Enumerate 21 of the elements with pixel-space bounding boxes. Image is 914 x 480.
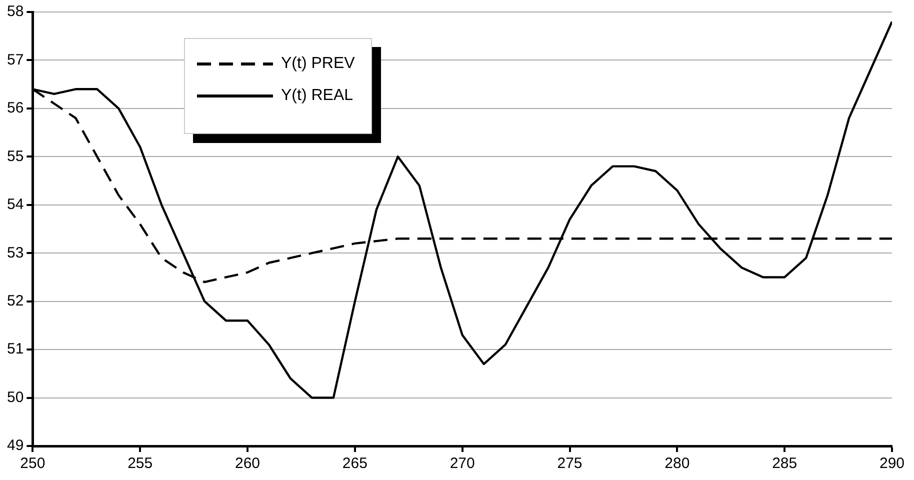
y-tick-label: 53 — [6, 244, 24, 262]
y-tick-label: 50 — [6, 388, 24, 406]
legend-label: Y(t) REAL — [281, 87, 354, 105]
x-tick-label: 260 — [235, 455, 260, 472]
y-tick-label: 56 — [6, 100, 24, 117]
x-tick-label: 250 — [20, 455, 46, 472]
x-tick-label: 265 — [342, 455, 368, 472]
y-tick-label: 58 — [6, 3, 24, 20]
y-tick-label: 52 — [6, 292, 24, 310]
x-tick-label: 290 — [879, 455, 905, 472]
x-tick-label: 285 — [772, 455, 798, 472]
x-tick-label: 280 — [664, 455, 690, 472]
x-tick-label: 275 — [557, 455, 582, 472]
y-tick-label: 49 — [6, 437, 24, 454]
y-tick-label: 51 — [6, 340, 24, 358]
x-tick-label: 255 — [128, 455, 153, 472]
legend-label: Y(t) PREV — [281, 55, 355, 73]
x-tick-label: 270 — [450, 455, 475, 472]
y-tick-label: 57 — [6, 51, 24, 68]
y-tick-label: 54 — [6, 196, 24, 214]
y-tick-label: 55 — [6, 148, 24, 165]
